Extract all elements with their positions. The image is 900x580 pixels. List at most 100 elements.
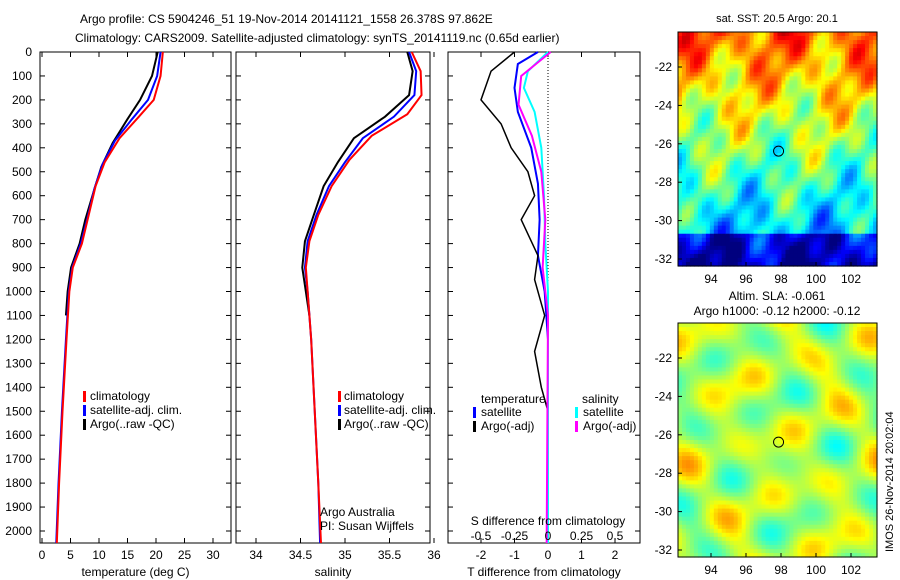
map-cell <box>769 472 775 477</box>
map-cell <box>825 44 830 49</box>
map-cell <box>769 132 775 138</box>
map-cell <box>697 149 703 154</box>
map-cell <box>689 427 695 433</box>
map-cell <box>749 339 755 344</box>
map-cell <box>709 427 715 433</box>
map-cell <box>813 205 818 211</box>
map-cell <box>805 233 810 239</box>
map-cell <box>749 197 755 203</box>
map-cell <box>725 391 731 397</box>
map-cell <box>785 512 791 518</box>
y-tick-label: 700 <box>12 213 32 227</box>
map-cell <box>813 181 818 186</box>
map-cell <box>733 60 739 65</box>
map-cell <box>721 423 727 429</box>
map-cell <box>817 165 822 170</box>
map-cell <box>717 261 723 267</box>
map-cell <box>773 257 779 263</box>
map-cell <box>741 197 747 203</box>
map-cell <box>729 132 735 138</box>
map-cell <box>789 448 795 453</box>
map-cell <box>685 536 691 542</box>
map-cell <box>789 193 795 199</box>
map-cell <box>709 128 715 134</box>
map-cell <box>837 193 842 199</box>
map-cell <box>869 92 874 98</box>
map-cell <box>685 177 691 182</box>
map-cell <box>717 257 723 263</box>
map-cell <box>685 395 691 401</box>
y-tick-label: 200 <box>12 93 32 107</box>
map-cell <box>729 161 735 166</box>
map-cell <box>865 241 870 247</box>
map-cell <box>709 452 715 457</box>
map-cell <box>737 464 743 469</box>
map-cell <box>741 249 747 255</box>
map-cell <box>741 520 747 526</box>
map-cell <box>773 524 779 530</box>
map-cell <box>733 100 739 106</box>
map-cell <box>825 185 830 190</box>
map-cell <box>713 508 719 514</box>
map-cell <box>781 213 787 219</box>
map-cell <box>793 520 798 526</box>
map-cell <box>777 177 783 182</box>
map-cell <box>813 44 818 49</box>
map-cell <box>873 64 878 69</box>
map-cell <box>761 36 767 41</box>
map-cell <box>777 112 783 118</box>
map-cell <box>741 488 747 494</box>
map-cell <box>797 48 802 53</box>
map-cell <box>697 480 703 485</box>
map-cell <box>821 241 826 247</box>
map-cell <box>753 209 759 215</box>
map-cell <box>725 173 731 178</box>
map-cell <box>765 197 771 203</box>
map-cell <box>713 512 719 518</box>
map-cell <box>685 173 691 178</box>
map-cell <box>833 253 838 259</box>
map-cell <box>765 157 771 162</box>
map-cell <box>853 56 858 61</box>
map-cell <box>833 92 838 98</box>
map-cell <box>793 456 798 461</box>
map-cell <box>845 201 850 207</box>
map-cell <box>789 331 795 336</box>
map-cell <box>865 48 870 53</box>
map-cell <box>721 407 727 413</box>
map-cell <box>689 104 695 110</box>
map-cell <box>721 335 727 340</box>
map-cell <box>709 468 715 473</box>
map-cell <box>725 52 731 57</box>
map-cell <box>753 193 759 199</box>
legend-swatch <box>338 391 341 402</box>
map-cell <box>769 423 775 429</box>
map-cell <box>705 193 711 199</box>
map-cell <box>845 124 850 130</box>
map-cell <box>681 169 687 174</box>
x-tick-label: 94 <box>704 272 718 286</box>
map-cell <box>809 241 814 247</box>
map-cell <box>753 460 759 465</box>
map-cell <box>793 104 798 110</box>
map-cell <box>805 193 810 199</box>
series-T-satellite <box>513 51 549 543</box>
map-cell <box>689 88 695 94</box>
map-cell <box>737 217 743 223</box>
map-cell <box>737 508 743 514</box>
map-cell <box>785 452 791 457</box>
map-cell <box>841 185 846 190</box>
map-cell <box>773 544 779 550</box>
map-cell <box>721 500 727 506</box>
map-cell <box>678 153 683 158</box>
map-cell <box>689 36 695 41</box>
map-cell <box>745 548 751 554</box>
legend-label: climatology <box>344 389 404 403</box>
map-cell <box>865 197 870 203</box>
map-cell <box>717 60 723 65</box>
map-cell <box>725 60 731 65</box>
map-cell <box>737 76 743 82</box>
map-cell <box>745 460 751 465</box>
map-cell <box>749 149 755 154</box>
map-cell <box>725 476 731 481</box>
